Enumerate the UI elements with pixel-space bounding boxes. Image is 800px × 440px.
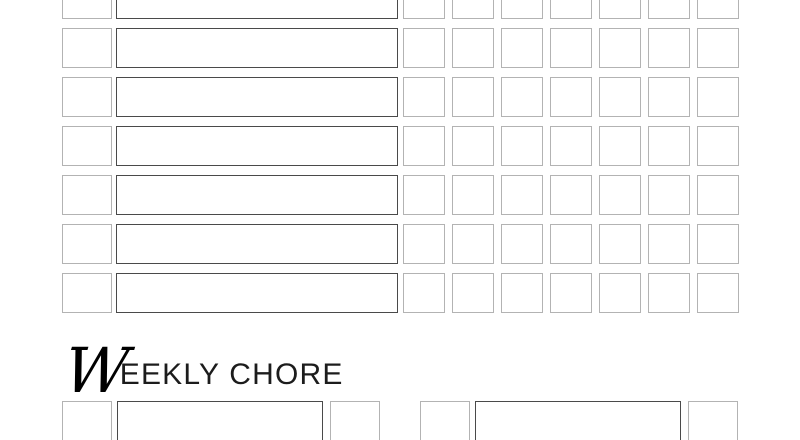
table-row bbox=[62, 175, 762, 215]
bottom-group-left bbox=[62, 401, 380, 440]
day-checkbox[interactable] bbox=[648, 273, 690, 313]
day-checkbox[interactable] bbox=[697, 28, 739, 68]
day-checkbox[interactable] bbox=[452, 273, 494, 313]
day-checkbox[interactable] bbox=[648, 28, 690, 68]
day-checkbox[interactable] bbox=[599, 273, 641, 313]
bottom-table bbox=[62, 401, 762, 440]
day-checkbox[interactable] bbox=[648, 175, 690, 215]
day-checkbox[interactable] bbox=[501, 0, 543, 19]
day-checkbox[interactable] bbox=[403, 28, 445, 68]
day-checkbox[interactable] bbox=[452, 224, 494, 264]
day-checkbox[interactable] bbox=[550, 126, 592, 166]
table-row bbox=[62, 28, 762, 68]
row-checkbox[interactable] bbox=[62, 0, 112, 19]
day-checkbox[interactable] bbox=[452, 126, 494, 166]
day-checkbox[interactable] bbox=[697, 175, 739, 215]
day-checkbox[interactable] bbox=[550, 175, 592, 215]
table-row bbox=[62, 77, 762, 117]
day-checkbox[interactable] bbox=[599, 175, 641, 215]
row-checkbox[interactable] bbox=[62, 273, 112, 313]
task-field[interactable] bbox=[117, 401, 323, 440]
day-checkbox[interactable] bbox=[403, 224, 445, 264]
day-checkbox[interactable] bbox=[648, 0, 690, 19]
table-row bbox=[62, 0, 762, 19]
row-checkbox-trailing[interactable] bbox=[688, 401, 738, 440]
day-cells bbox=[403, 28, 739, 68]
row-checkbox[interactable] bbox=[62, 175, 112, 215]
page-title: W EEKLY CHORE bbox=[61, 334, 348, 407]
title-text: EEKLY CHORE bbox=[119, 358, 344, 391]
table-row bbox=[62, 126, 762, 166]
day-checkbox[interactable] bbox=[403, 175, 445, 215]
day-checkbox[interactable] bbox=[599, 224, 641, 264]
day-cells bbox=[403, 273, 739, 313]
task-field[interactable] bbox=[116, 175, 398, 215]
day-cells bbox=[403, 126, 739, 166]
day-checkbox[interactable] bbox=[403, 126, 445, 166]
day-checkbox[interactable] bbox=[501, 175, 543, 215]
task-field[interactable] bbox=[116, 224, 398, 264]
row-checkbox[interactable] bbox=[62, 126, 112, 166]
task-field[interactable] bbox=[116, 28, 398, 68]
day-checkbox[interactable] bbox=[452, 175, 494, 215]
bottom-group-right bbox=[420, 401, 738, 440]
day-cells bbox=[403, 175, 739, 215]
row-checkbox[interactable] bbox=[62, 28, 112, 68]
day-cells bbox=[403, 77, 739, 117]
table-row bbox=[62, 224, 762, 264]
day-checkbox[interactable] bbox=[697, 0, 739, 19]
day-checkbox[interactable] bbox=[648, 77, 690, 117]
day-checkbox[interactable] bbox=[452, 0, 494, 19]
day-checkbox[interactable] bbox=[599, 0, 641, 19]
day-checkbox[interactable] bbox=[403, 0, 445, 19]
day-checkbox[interactable] bbox=[648, 224, 690, 264]
row-checkbox[interactable] bbox=[420, 401, 470, 440]
day-checkbox[interactable] bbox=[599, 28, 641, 68]
row-checkbox-trailing[interactable] bbox=[330, 401, 380, 440]
day-checkbox[interactable] bbox=[501, 224, 543, 264]
day-checkbox[interactable] bbox=[452, 77, 494, 117]
day-checkbox[interactable] bbox=[550, 224, 592, 264]
task-field[interactable] bbox=[116, 126, 398, 166]
day-checkbox[interactable] bbox=[550, 28, 592, 68]
task-field[interactable] bbox=[116, 0, 398, 19]
day-checkbox[interactable] bbox=[501, 28, 543, 68]
row-checkbox[interactable] bbox=[62, 224, 112, 264]
day-checkbox[interactable] bbox=[403, 273, 445, 313]
day-checkbox[interactable] bbox=[501, 126, 543, 166]
day-checkbox[interactable] bbox=[648, 126, 690, 166]
day-checkbox[interactable] bbox=[550, 0, 592, 19]
chore-table bbox=[62, 0, 762, 322]
day-cells bbox=[403, 224, 739, 264]
day-checkbox[interactable] bbox=[550, 77, 592, 117]
row-checkbox[interactable] bbox=[62, 401, 112, 440]
task-field[interactable] bbox=[475, 401, 681, 440]
day-checkbox[interactable] bbox=[697, 77, 739, 117]
day-checkbox[interactable] bbox=[501, 77, 543, 117]
table-row bbox=[62, 273, 762, 313]
day-checkbox[interactable] bbox=[599, 126, 641, 166]
day-checkbox[interactable] bbox=[452, 28, 494, 68]
task-field[interactable] bbox=[116, 77, 398, 117]
task-field[interactable] bbox=[116, 273, 398, 313]
day-checkbox[interactable] bbox=[501, 273, 543, 313]
day-checkbox[interactable] bbox=[403, 77, 445, 117]
day-checkbox[interactable] bbox=[697, 126, 739, 166]
day-checkbox[interactable] bbox=[697, 273, 739, 313]
row-checkbox[interactable] bbox=[62, 77, 112, 117]
day-cells bbox=[403, 0, 739, 19]
day-checkbox[interactable] bbox=[550, 273, 592, 313]
day-checkbox[interactable] bbox=[599, 77, 641, 117]
day-checkbox[interactable] bbox=[697, 224, 739, 264]
